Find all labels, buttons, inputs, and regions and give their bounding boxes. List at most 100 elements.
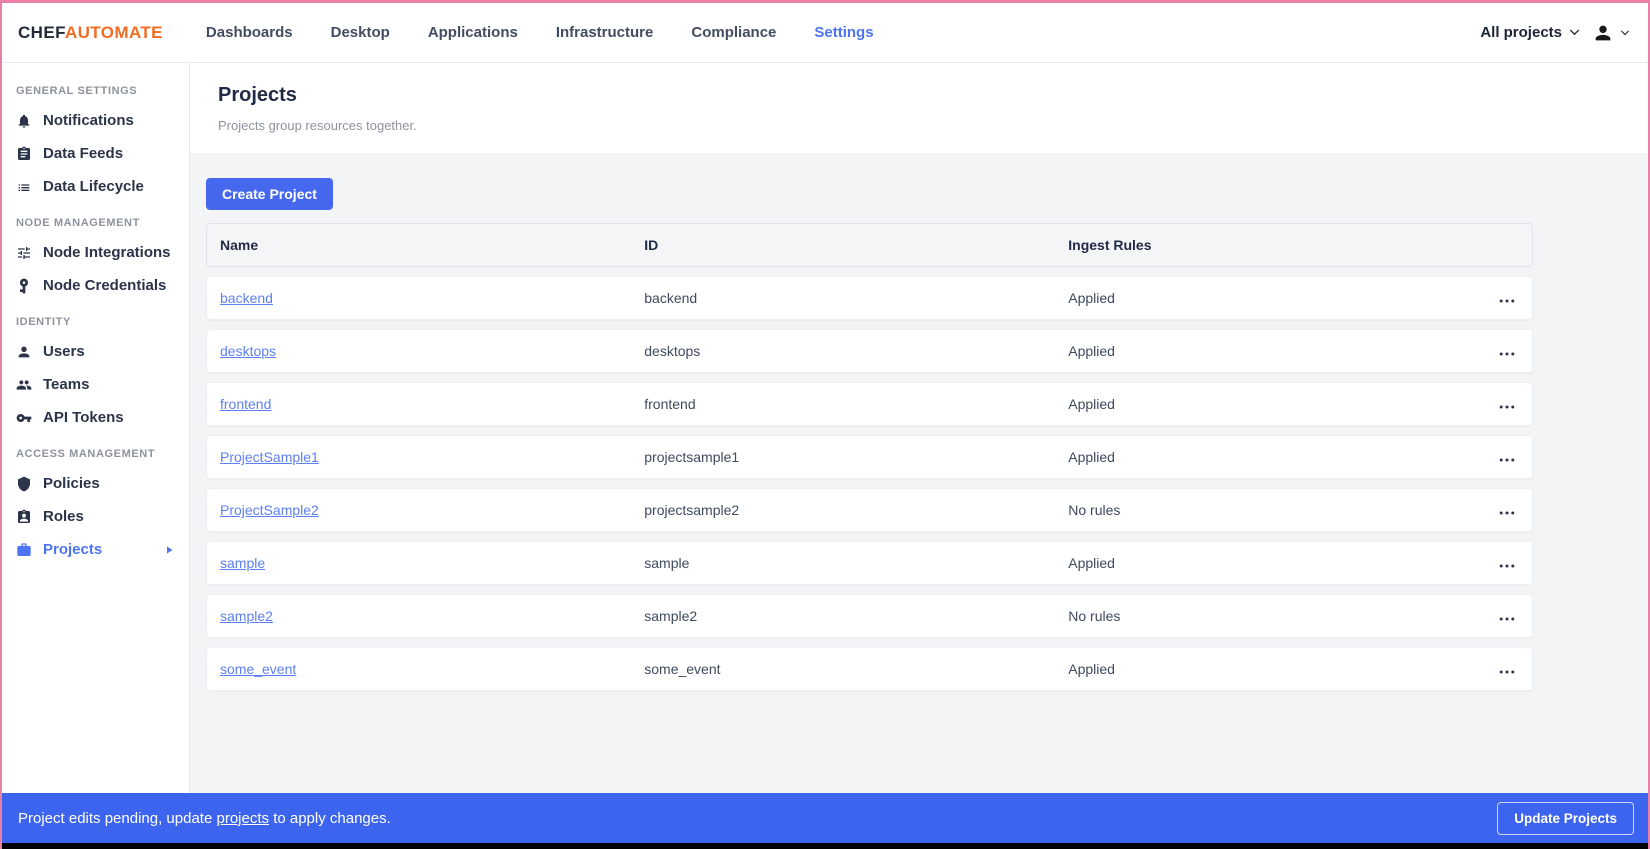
table-row: ProjectSample1 projectsample1 Applied [206, 435, 1533, 479]
sidebar-section-header-access-management: ACCESS MANAGEMENT [16, 448, 156, 460]
project-link[interactable]: frontend [220, 396, 272, 412]
ellipsis-icon [1499, 503, 1515, 518]
row-menu-button[interactable] [1497, 446, 1517, 469]
nav-link-desktop[interactable]: Desktop [330, 24, 390, 41]
project-name-cell: ProjectSample1 [207, 449, 644, 465]
ingest-rules-status: Applied [1068, 343, 1115, 359]
nav-link-infrastructure[interactable]: Infrastructure [555, 24, 654, 41]
row-actions-cell [1468, 287, 1532, 310]
sidebar-item-label: Policies [43, 475, 100, 492]
row-actions-cell [1468, 605, 1532, 628]
ingest-rules-status: Applied [1068, 661, 1115, 677]
row-actions-cell [1468, 552, 1532, 575]
project-link[interactable]: some_event [220, 661, 297, 677]
primary-nav: Dashboards Desktop Applications Infrastruct… [187, 24, 893, 41]
row-menu-button[interactable] [1497, 552, 1517, 575]
project-name-cell: backend [207, 290, 644, 306]
nav-link-applications[interactable]: Applications [427, 24, 518, 41]
project-name-cell: some_event [207, 661, 644, 677]
sidebar-item-data-feeds[interactable]: Data Feeds [2, 137, 189, 170]
ellipsis-icon [1499, 291, 1515, 306]
ellipsis-icon [1499, 609, 1515, 624]
page-header: Projects Projects group resources togeth… [190, 63, 1648, 153]
project-id-cell: backend [644, 290, 698, 306]
sidebar-item-users[interactable]: Users [2, 335, 189, 368]
project-id-cell: desktops [644, 343, 701, 359]
sidebar-item-data-lifecycle[interactable]: Data Lifecycle [2, 170, 189, 203]
ingest-rules-status: No rules [1068, 608, 1121, 624]
brand-logo[interactable]: CHEFAUTOMATE [18, 23, 163, 43]
projects-filter-dropdown[interactable]: All projects [1480, 24, 1580, 41]
projects-filter-label: All projects [1480, 24, 1562, 41]
project-name-cell: frontend [207, 396, 644, 412]
row-menu-button[interactable] [1497, 393, 1517, 416]
table-row: desktops desktops Applied [206, 329, 1533, 373]
sidebar-item-label: Projects [43, 541, 103, 558]
brand-automate: AUTOMATE [64, 22, 163, 42]
table-row: frontend frontend Applied [206, 382, 1533, 426]
ellipsis-icon [1499, 556, 1515, 571]
project-name-cell: ProjectSample2 [207, 502, 644, 518]
project-id-cell: sample2 [644, 608, 698, 624]
row-menu-button[interactable] [1497, 605, 1517, 628]
project-link[interactable]: desktops [220, 343, 277, 359]
banner-message-suffix: to apply changes. [273, 809, 391, 827]
table-body: backend backend Applied desktops desktops App… [206, 276, 1533, 691]
table-row: backend backend Applied [206, 276, 1533, 320]
sidebar-item-label: Data Feeds [43, 145, 124, 162]
nav-link-compliance[interactable]: Compliance [691, 24, 777, 41]
project-name-cell: sample [207, 555, 644, 571]
sidebar-item-policies[interactable]: Policies [2, 467, 189, 500]
row-actions-cell [1468, 658, 1532, 681]
table-row: sample2 sample2 No rules [206, 594, 1533, 638]
project-link[interactable]: backend [220, 290, 273, 306]
create-project-button[interactable]: Create Project [206, 178, 333, 210]
sidebar-item-teams[interactable]: Teams [2, 368, 189, 401]
sidebar-item-label: Data Lifecycle [43, 178, 144, 195]
project-link[interactable]: ProjectSample2 [220, 502, 319, 518]
key-icon [16, 410, 32, 426]
chevron-right-icon [163, 544, 175, 556]
ellipsis-icon [1499, 344, 1515, 359]
ingest-rules-status: Applied [1068, 396, 1115, 412]
main-row: GENERAL SETTINGS Notifications Data Feeds D… [2, 63, 1648, 793]
user-icon [16, 344, 32, 360]
banner-message-prefix: Project edits pending, update [18, 809, 213, 827]
sidebar-item-node-integrations[interactable]: Node Integrations [2, 236, 189, 269]
user-menu[interactable] [1592, 22, 1630, 44]
sidebar-item-roles[interactable]: Roles [2, 500, 189, 533]
row-menu-button[interactable] [1497, 658, 1517, 681]
ingest-rules-status: Applied [1068, 449, 1115, 465]
project-link[interactable]: sample [220, 555, 266, 571]
table-row: sample sample Applied [206, 541, 1533, 585]
projects-link[interactable]: projects [216, 809, 270, 827]
sidebar-item-label: Roles [43, 508, 84, 525]
main-content: Projects Projects group resources togeth… [190, 63, 1648, 793]
sidebar-item-api-tokens[interactable]: API Tokens [2, 401, 189, 434]
briefcase-icon [16, 542, 32, 558]
row-actions-cell [1468, 393, 1532, 416]
project-id-cell: projectsample1 [644, 449, 740, 465]
nav-link-settings[interactable]: Settings [814, 24, 874, 41]
sliders-icon [16, 245, 32, 261]
sidebar-item-projects[interactable]: Projects [2, 533, 189, 566]
column-header-id: ID [644, 237, 659, 253]
row-menu-button[interactable] [1497, 340, 1517, 363]
sidebar-item-label: Node Integrations [43, 244, 171, 261]
projects-table: Name ID Ingest Rules backend backend Applied… [206, 223, 1533, 691]
row-actions-cell [1468, 446, 1532, 469]
sidebar-item-node-credentials[interactable]: Node Credentials [2, 269, 189, 302]
top-nav-right: All projects [1480, 22, 1630, 44]
row-menu-button[interactable] [1497, 499, 1517, 522]
sidebar-item-label: API Tokens [43, 409, 124, 426]
row-menu-button[interactable] [1497, 287, 1517, 310]
project-id-cell: frontend [644, 396, 696, 412]
sidebar-item-notifications[interactable]: Notifications [2, 104, 189, 137]
content-body: Create Project Name ID Ingest Rules backen… [190, 153, 1648, 793]
project-link[interactable]: sample2 [220, 608, 273, 624]
column-header-name: Name [220, 237, 259, 253]
update-projects-button[interactable]: Update Projects [1497, 801, 1634, 835]
nav-link-dashboards[interactable]: Dashboards [205, 24, 293, 41]
project-link[interactable]: ProjectSample1 [220, 449, 319, 465]
